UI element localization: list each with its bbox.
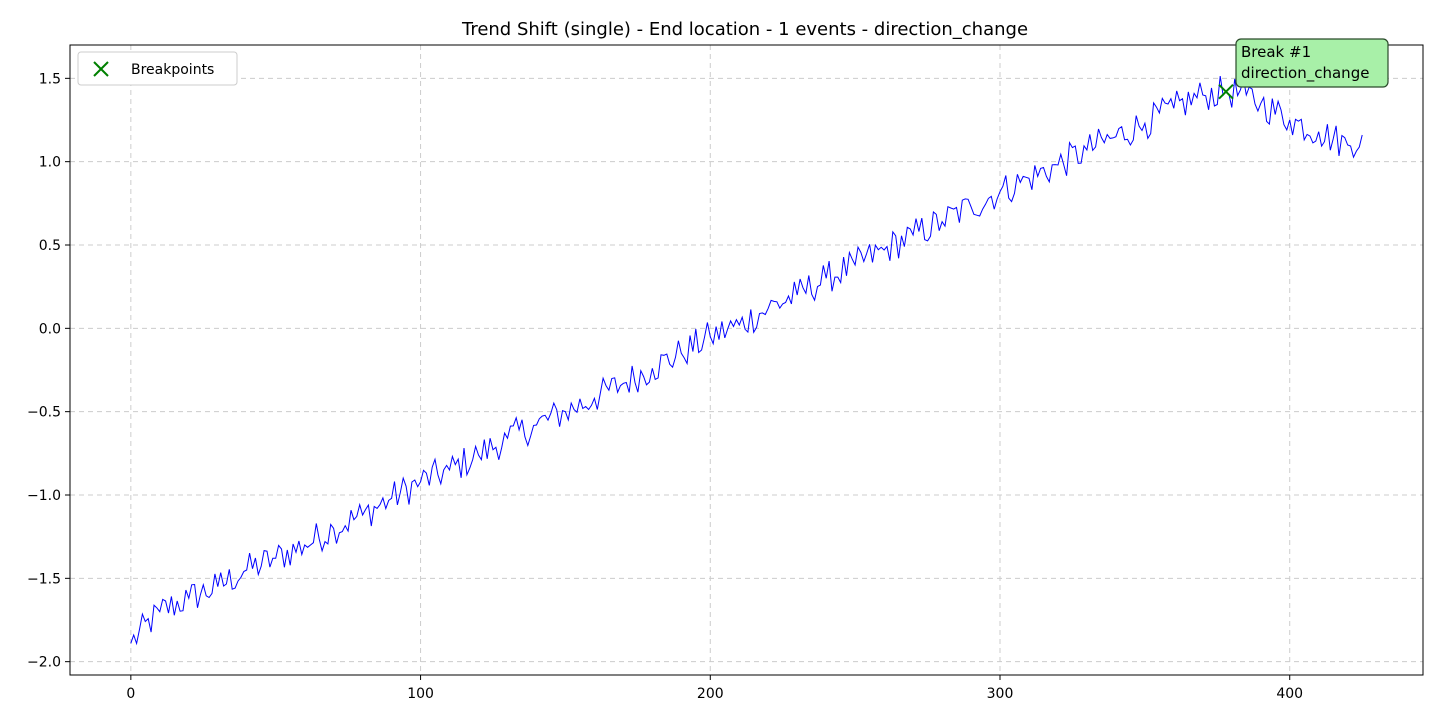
y-tick-label: −1.5 xyxy=(27,571,61,587)
x-tick-label: 400 xyxy=(1276,686,1303,702)
chart-title: Trend Shift (single) - End location - 1 … xyxy=(461,19,1028,40)
y-tick-label: −1.0 xyxy=(27,488,61,504)
marker-layer xyxy=(1218,83,1234,100)
legend-breakpoint-marker xyxy=(93,61,109,77)
y-tick-label: 0.5 xyxy=(39,238,61,254)
y-tick-label: 1.0 xyxy=(39,155,61,171)
breakpoint-marker xyxy=(1218,83,1234,100)
plot-frame xyxy=(69,44,1424,676)
y-tick-label: −0.5 xyxy=(27,405,61,421)
legend-label-breakpoints: Breakpoints xyxy=(131,62,214,78)
grid-layer xyxy=(70,45,1423,675)
legend-frame xyxy=(77,51,238,86)
x-tick-label: 0 xyxy=(126,686,135,702)
legend-x-icon xyxy=(93,61,109,77)
series-line xyxy=(130,76,1363,646)
y-tick-label: 1.5 xyxy=(39,71,61,87)
x-tick-label: 200 xyxy=(697,686,724,702)
y-tick-label: −2.0 xyxy=(27,655,61,671)
y-tick-label: 0.0 xyxy=(39,321,61,337)
x-tick-label: 100 xyxy=(407,686,434,702)
axes-layer xyxy=(69,44,1424,676)
annotation-break-label: Break #1 xyxy=(1241,43,1311,61)
series-layer xyxy=(130,76,1363,646)
annotation-layer: Break #1 direction_change xyxy=(1235,38,1389,88)
x-tick-label: 300 xyxy=(987,686,1014,702)
ticks-layer: 0 100 200 300 400 −2.0 −1.5 −1.0 −0.5 0.0 0.5 1.0 1.… xyxy=(27,71,1303,702)
annotation-type-label: direction_change xyxy=(1241,64,1369,83)
annotation-box xyxy=(1235,38,1389,88)
legend: Breakpoints xyxy=(77,51,238,86)
